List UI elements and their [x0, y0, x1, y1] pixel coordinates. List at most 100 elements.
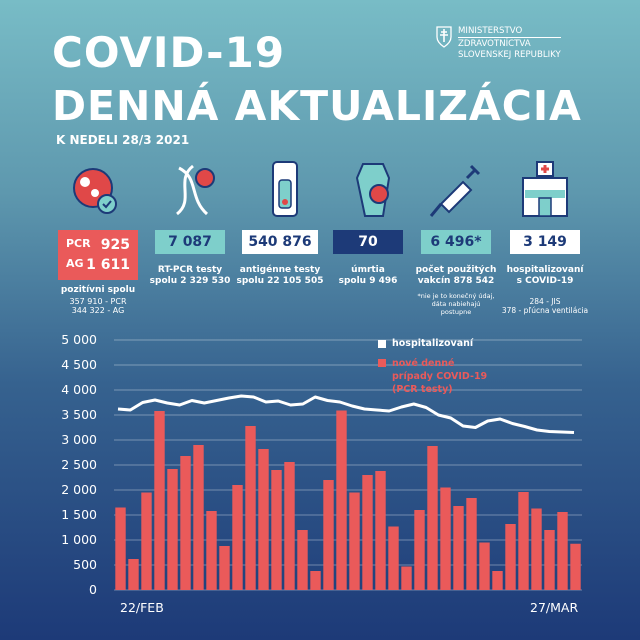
y-tick-label: 4 000 — [61, 382, 97, 397]
positive-ag-total: 344 322 - AG — [71, 306, 125, 315]
bar — [557, 512, 568, 590]
bar — [232, 485, 243, 590]
legend-line: hospitalizovaní — [378, 337, 473, 350]
x-label-last: 27/MAR — [530, 600, 579, 615]
hospital-value: 3 149 — [510, 230, 580, 254]
bar — [440, 487, 451, 590]
bar — [427, 446, 438, 590]
ministry-line3: SLOVENSKEJ REPUBLIKY — [458, 50, 561, 60]
bar — [258, 449, 269, 590]
syringe-icon — [429, 164, 481, 217]
bar — [453, 506, 464, 590]
vaccines-value: 6 496* — [421, 230, 491, 254]
deaths-value: 70 — [333, 230, 403, 254]
bar — [245, 426, 256, 590]
bar — [297, 530, 308, 590]
x-label-first: 22/FEB — [120, 600, 164, 615]
pcr-value: 925 — [100, 237, 130, 253]
ag-label: AG — [66, 257, 84, 270]
y-tick-label: 3 500 — [61, 407, 97, 422]
hospital-label2: s COVID-19 — [516, 276, 574, 286]
bar — [414, 510, 425, 590]
bar — [401, 566, 412, 590]
bar — [479, 542, 490, 590]
title-line1: COVID-19 — [52, 28, 286, 77]
bar — [167, 469, 178, 590]
y-tick-label: 500 — [73, 557, 97, 572]
pcr-label: PCR — [66, 237, 91, 250]
hospital-icu: 284 - JIS — [529, 297, 561, 306]
y-tick-label: 1 500 — [61, 507, 97, 522]
positive-label: pozitívni spolu — [60, 285, 136, 295]
hospital-icon — [522, 161, 568, 217]
bar — [323, 480, 334, 590]
bar — [531, 508, 542, 590]
bar — [154, 411, 165, 590]
legend-line-label: hospitalizovaní — [392, 338, 474, 349]
bar — [206, 511, 217, 590]
antigen-label2: spolu 22 105 505 — [236, 276, 324, 286]
bar — [180, 456, 191, 590]
legend-bars-swatch — [378, 359, 386, 367]
bar — [219, 546, 230, 590]
rtpcr-value: 7 087 — [155, 230, 225, 254]
dna-icon — [175, 164, 215, 216]
hospital-ventilation: 378 - pľúcna ventilácia — [501, 306, 589, 315]
title-line2: DENNÁ AKTUALIZÁCIA — [52, 82, 582, 130]
y-tick-label: 3 000 — [61, 432, 97, 447]
bar — [115, 507, 126, 590]
ag-value: 1 611 — [86, 257, 130, 273]
ministry-logo: MINISTERSTVO ZDRAVOTNÍCTVA SLOVENSKEJ RE… — [436, 26, 561, 61]
bar — [505, 524, 516, 590]
positive-pcr-total: 357 910 - PCR — [69, 297, 127, 306]
y-tick-label: 1 000 — [61, 532, 97, 547]
bar — [141, 492, 152, 590]
bar — [128, 559, 139, 590]
rtpcr-label2: spolu 2 329 530 — [149, 276, 231, 286]
bar — [518, 492, 529, 590]
bar — [271, 470, 282, 590]
bar — [388, 526, 399, 590]
legend-bars-label2: prípady COVID-19 — [392, 371, 488, 382]
vaccines-label1: počet použitých — [415, 265, 497, 275]
y-tick-label: 0 — [89, 582, 97, 597]
deaths-label2: spolu 9 496 — [338, 276, 398, 286]
vaccines-note2: dáta nabiehajú — [431, 300, 481, 308]
report-date: K NEDELI 28/3 2021 — [56, 133, 190, 147]
vaccines-note1: *nie je to konečný údaj, — [417, 292, 495, 300]
bar — [466, 498, 477, 590]
legend-bars-label1: nové denné — [392, 358, 455, 369]
ministry-line2: ZDRAVOTNÍCTVA — [458, 39, 531, 49]
bar — [349, 492, 360, 590]
antigen-value: 540 876 — [242, 230, 318, 254]
bar — [193, 445, 204, 590]
legend-bars: nové denné prípady COVID-19 (PCR testy) — [378, 357, 487, 396]
legend-bars-label3: (PCR testy) — [392, 384, 453, 395]
bar — [284, 462, 295, 590]
virus-icon — [73, 168, 117, 214]
bar — [336, 410, 347, 590]
y-tick-label: 4 500 — [61, 357, 97, 372]
bar — [310, 571, 321, 590]
hospitalized-line — [117, 394, 575, 435]
bar — [544, 530, 555, 590]
antigen-test-icon — [272, 161, 298, 217]
ministry-line1: MINISTERSTVO — [458, 26, 561, 38]
legend-line-swatch — [378, 339, 386, 348]
hospital-label1: hospitalizovaní — [506, 265, 584, 275]
y-tick-label: 5 000 — [61, 332, 97, 347]
y-tick-label: 2 000 — [61, 482, 97, 497]
bar — [570, 543, 581, 590]
deaths-label1: úmrtia — [351, 265, 385, 275]
bar — [492, 571, 503, 590]
rtpcr-label1: RT-PCR testy — [157, 265, 223, 275]
antigen-label1: antigénne testy — [239, 265, 321, 275]
vaccines-note3: postupne — [440, 308, 472, 316]
bar — [375, 471, 386, 590]
coat-of-arms-icon — [436, 26, 452, 48]
coffin-icon — [355, 163, 391, 217]
bar — [362, 475, 373, 590]
positive-box: PCR 925 AG 1 611 — [58, 230, 138, 280]
y-tick-label: 2 500 — [61, 457, 97, 472]
